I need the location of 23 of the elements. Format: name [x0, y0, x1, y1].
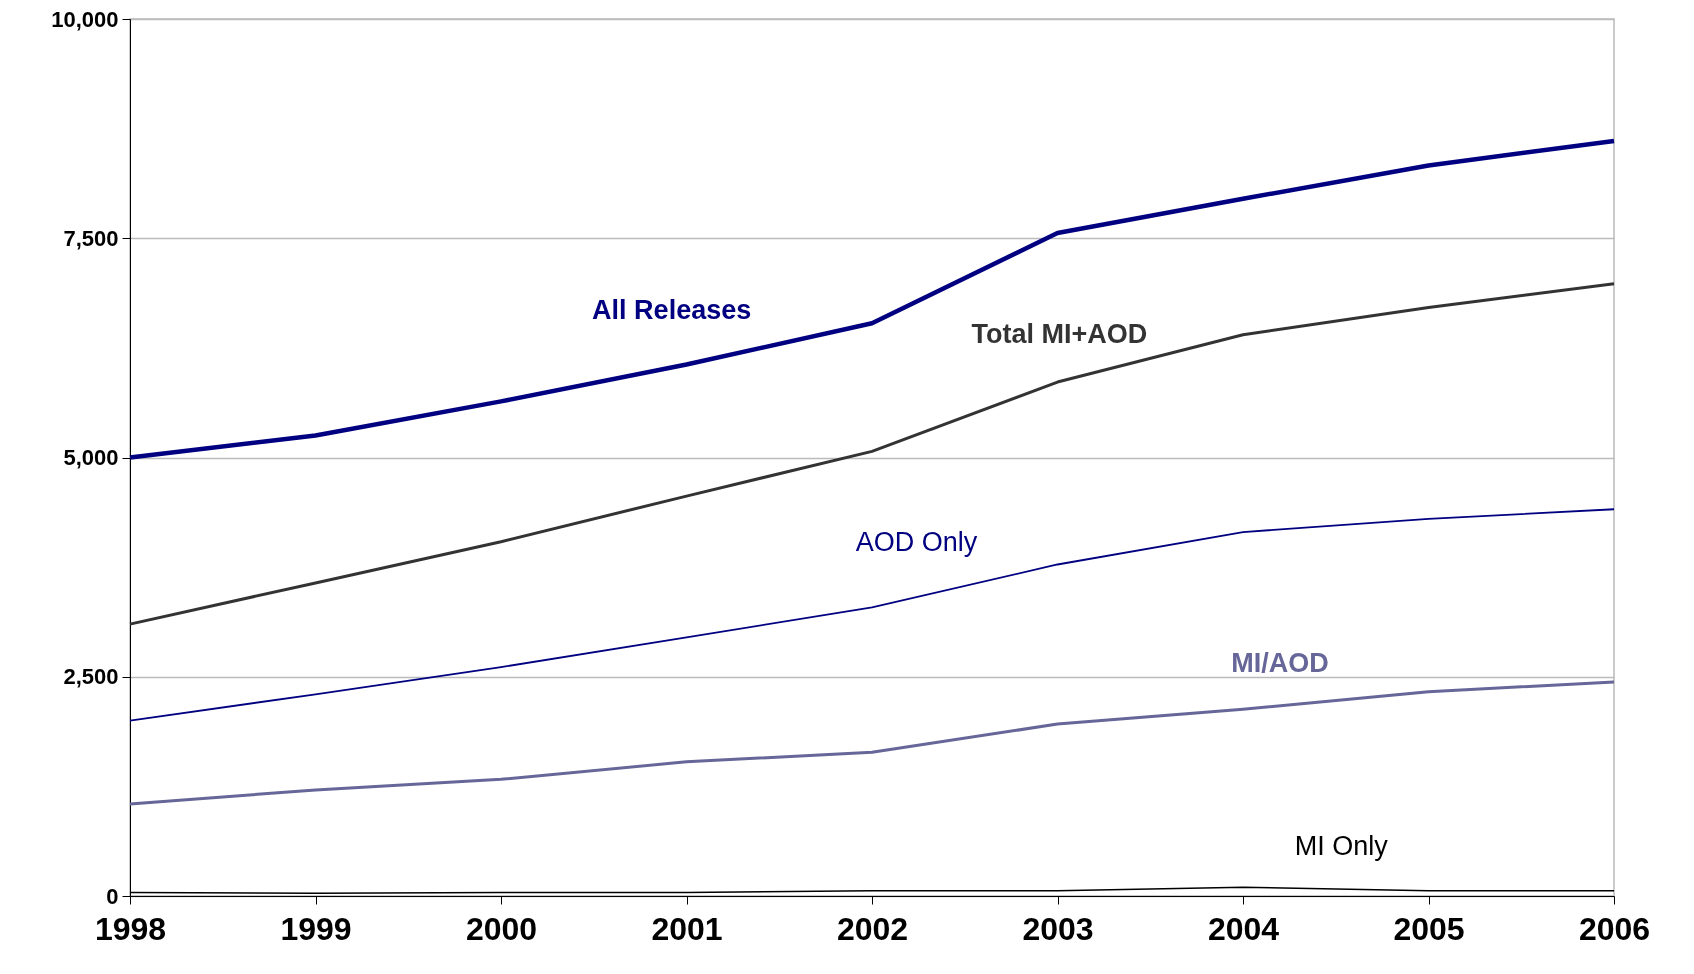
y-tick-label: 10,000 — [51, 6, 119, 32]
x-tick-label: 2000 — [465, 910, 538, 947]
x-tick-label: 2002 — [836, 910, 909, 947]
line-series — [128, 282, 1616, 626]
x-tick-label: 2003 — [1022, 910, 1094, 947]
line-series — [129, 508, 1615, 722]
x-tick-label: 1999 — [280, 910, 352, 947]
y-tick-label: 5,000 — [63, 445, 119, 470]
x-tick-label: 2001 — [651, 910, 723, 947]
series-label: MI/AOD — [1231, 647, 1329, 678]
x-tick-label: 2005 — [1393, 910, 1465, 947]
series-label: AOD Only — [855, 526, 978, 557]
y-tick-label: 7,500 — [63, 225, 119, 251]
y-tick-label: 0 — [106, 883, 119, 909]
x-tick-label: 2006 — [1578, 910, 1651, 947]
x-tick-label: 1998 — [94, 910, 167, 947]
x-tick-label: 2004 — [1207, 910, 1280, 947]
line-series — [128, 680, 1616, 806]
series-label: Total MI+AOD — [971, 318, 1148, 349]
y-tick-label: 2,500 — [63, 664, 119, 690]
line-series — [127, 138, 1617, 460]
series-label: All Releases — [592, 294, 752, 325]
series-label: MI Only — [1294, 831, 1389, 862]
